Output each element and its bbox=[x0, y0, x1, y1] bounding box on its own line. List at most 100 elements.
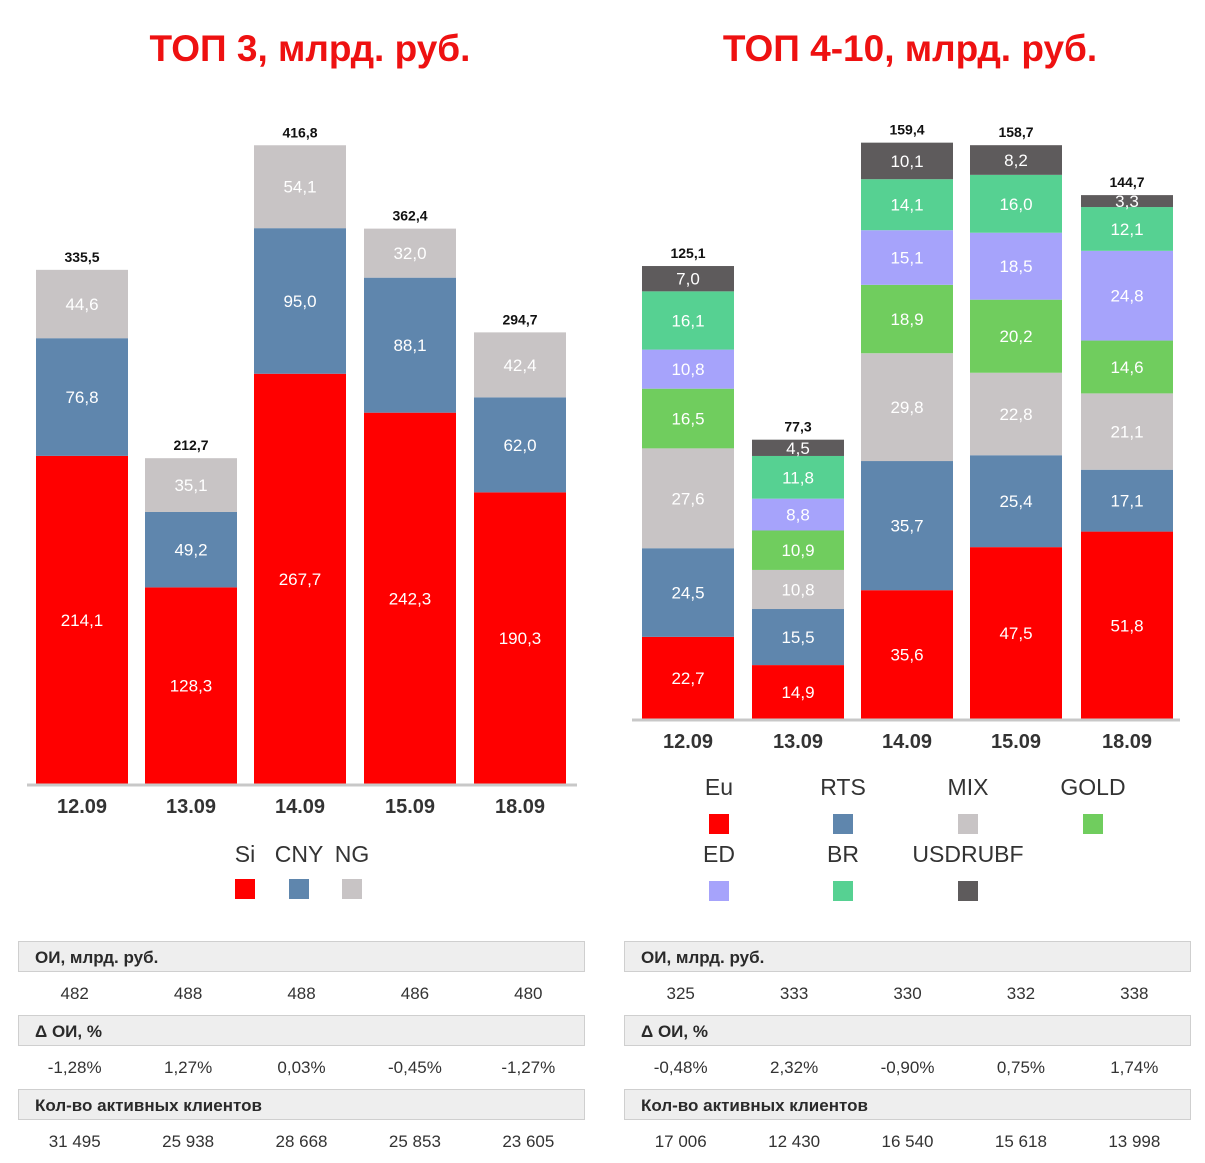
delta-oi-value: -0,45% bbox=[387, 1057, 442, 1077]
legend-swatch bbox=[235, 879, 255, 899]
x-tick-label: 15.09 bbox=[385, 796, 435, 818]
bar-segment-usdrubf bbox=[861, 142, 953, 180]
legend-swatch bbox=[958, 814, 978, 834]
segment-value-label: 242,3 bbox=[389, 589, 432, 608]
segment-value-label: 25,4 bbox=[999, 492, 1032, 511]
bar-segment-br bbox=[1081, 207, 1173, 251]
segment-value-label: 4,5 bbox=[786, 439, 810, 458]
bar-segment-ng bbox=[364, 228, 456, 278]
segment-value-label: 18,5 bbox=[999, 257, 1032, 276]
legend-label: Si bbox=[235, 841, 255, 867]
segment-value-label: 76,8 bbox=[65, 388, 98, 407]
legend-label: USDRUBF bbox=[912, 841, 1023, 867]
segment-value-label: 8,8 bbox=[786, 506, 810, 525]
segment-value-label: 8,2 bbox=[1004, 151, 1028, 170]
charts-canvas: 214,1 76,8 44,6 335,5 12.09 128,3 49,2 35,1 212,… bbox=[27, 122, 1180, 901]
legend-label: MIX bbox=[948, 774, 989, 800]
delta-oi-value: 2,32% bbox=[770, 1057, 819, 1077]
oi-header: ОИ, млрд. руб. bbox=[624, 941, 1191, 972]
delta-oi-value: -0,90% bbox=[880, 1057, 935, 1077]
stats-table-left: ОИ, млрд. руб. 482 488 488 486 480 Δ ОИ,… bbox=[18, 941, 585, 1163]
clients-value: 28 668 bbox=[275, 1131, 328, 1151]
x-tick-label: 13.09 bbox=[166, 796, 216, 818]
legend-label: CNY bbox=[275, 841, 324, 867]
bar-segment-gold bbox=[1081, 340, 1173, 394]
segment-value-label: 54,1 bbox=[283, 178, 316, 197]
segment-value-label: 15,1 bbox=[890, 249, 923, 268]
segment-value-label: 47,5 bbox=[999, 624, 1032, 643]
bar-segment-usdrubf bbox=[970, 145, 1062, 175]
x-tick-label: 14.09 bbox=[275, 796, 325, 818]
segment-value-label: 27,6 bbox=[671, 489, 704, 508]
bar-segment-usdrubf bbox=[752, 439, 844, 456]
bar-segment-ng bbox=[145, 458, 237, 512]
segment-value-label: 128,3 bbox=[170, 677, 213, 696]
x-tick-label: 18.09 bbox=[495, 796, 545, 818]
oi-value: 488 bbox=[173, 983, 203, 1003]
legend-swatch bbox=[833, 814, 853, 834]
clients-row: 31 495 25 938 28 668 25 853 23 605 bbox=[18, 1120, 585, 1163]
bar-segment-gold bbox=[970, 299, 1062, 373]
segment-value-label: 10,9 bbox=[781, 541, 814, 560]
bar-segment-eu bbox=[1081, 531, 1173, 719]
bar-segment-cny bbox=[254, 228, 346, 374]
segment-value-label: 14,9 bbox=[781, 683, 814, 702]
clients-header: Кол-во активных клиентов bbox=[624, 1089, 1191, 1120]
bar-total-label: 158,7 bbox=[998, 124, 1033, 140]
delta-oi-row: -1,28% 1,27% 0,03% -0,45% -1,27% bbox=[18, 1046, 585, 1089]
delta-oi-value: -1,27% bbox=[501, 1057, 556, 1077]
segment-value-label: 214,1 bbox=[61, 611, 104, 630]
delta-oi-value: 1,74% bbox=[1110, 1057, 1159, 1077]
bar-total-label: 212,7 bbox=[173, 437, 208, 453]
legend-label: GOLD bbox=[1060, 774, 1125, 800]
bar-segment-ed bbox=[752, 498, 844, 531]
bar-segment-si bbox=[36, 455, 128, 784]
oi-row: 325 333 330 332 338 bbox=[624, 972, 1191, 1015]
segment-value-label: 16,5 bbox=[671, 410, 704, 429]
bar-segment-br bbox=[642, 291, 734, 350]
legend-swatch bbox=[709, 881, 729, 901]
delta-oi-value: 0,03% bbox=[277, 1057, 326, 1077]
x-tick-label: 13.09 bbox=[773, 731, 823, 753]
delta-oi-value: -1,28% bbox=[47, 1057, 102, 1077]
segment-value-label: 22,8 bbox=[999, 405, 1032, 424]
legend-swatch bbox=[709, 814, 729, 834]
legend-label: ED bbox=[703, 841, 735, 867]
segment-value-label: 42,4 bbox=[503, 356, 536, 375]
legend-swatch bbox=[1083, 814, 1103, 834]
legend-swatch bbox=[342, 879, 362, 899]
bar-segment-ed bbox=[861, 230, 953, 285]
clients-value: 12 430 bbox=[768, 1131, 821, 1151]
x-tick-label: 12.09 bbox=[57, 796, 107, 818]
chart-title-top3: ТОП 3, млрд. руб. bbox=[149, 28, 471, 69]
legend-swatch bbox=[958, 881, 978, 901]
x-tick-label: 15.09 bbox=[991, 731, 1041, 753]
segment-value-label: 15,5 bbox=[781, 628, 814, 647]
bar-segment-eu bbox=[752, 665, 844, 719]
delta-oi-value: 0,75% bbox=[996, 1057, 1046, 1077]
bar-segment-eu bbox=[861, 590, 953, 719]
oi-value: 488 bbox=[287, 983, 316, 1003]
oi-value: 480 bbox=[514, 983, 543, 1003]
bar-segment-eu bbox=[642, 636, 734, 719]
segment-value-label: 22,7 bbox=[671, 669, 704, 688]
clients-value: 16 540 bbox=[881, 1131, 934, 1151]
clients-value: 25 938 bbox=[162, 1131, 215, 1151]
bar-segment-rts bbox=[1081, 469, 1173, 532]
bar-segment-usdrubf bbox=[642, 266, 734, 292]
clients-value: 15 618 bbox=[994, 1131, 1047, 1151]
segment-value-label: 16,0 bbox=[999, 195, 1032, 214]
bar-segment-mix bbox=[752, 569, 844, 610]
oi-value: 338 bbox=[1120, 983, 1149, 1003]
bar-segment-usdrubf bbox=[1081, 195, 1173, 208]
bar-segment-ng bbox=[254, 145, 346, 229]
clients-value: 13 998 bbox=[1108, 1131, 1161, 1151]
x-tick-label: 18.09 bbox=[1102, 731, 1152, 753]
bar-segment-cny bbox=[364, 277, 456, 413]
legend-swatch bbox=[833, 881, 853, 901]
segment-value-label: 12,1 bbox=[1110, 220, 1143, 239]
bar-segment-cny bbox=[145, 511, 237, 588]
oi-value: 330 bbox=[893, 983, 922, 1003]
bar-segment-ed bbox=[1081, 250, 1173, 341]
segment-value-label: 16,1 bbox=[671, 311, 704, 330]
